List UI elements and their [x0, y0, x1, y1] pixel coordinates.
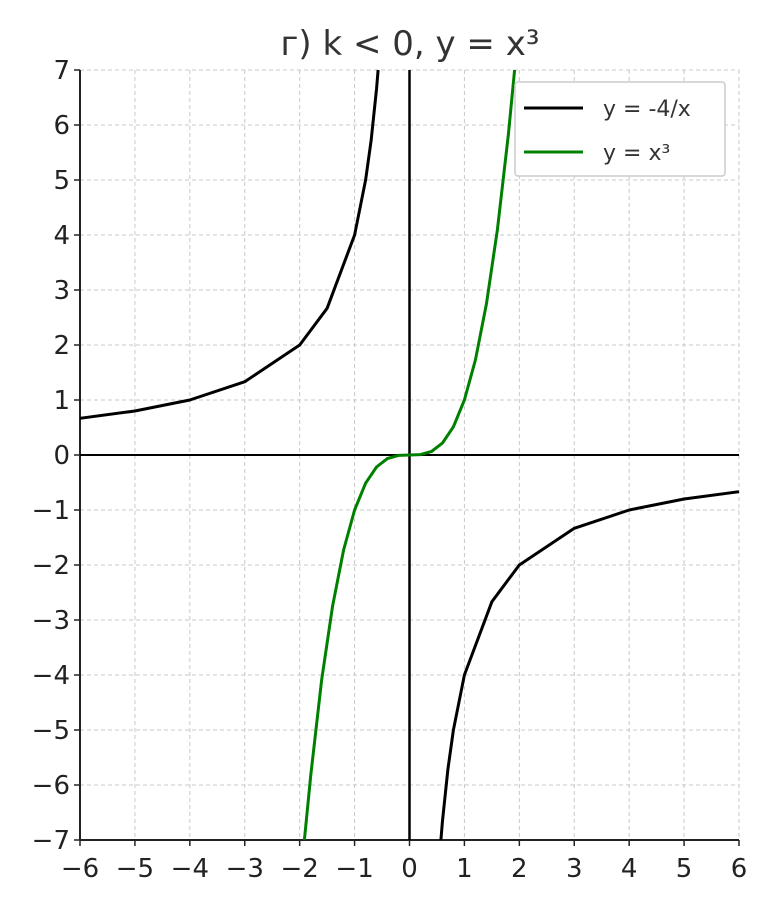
- x-tick-label: −2: [281, 854, 319, 884]
- x-tick-label: 0: [401, 854, 418, 884]
- y-tick-label: −2: [32, 551, 70, 581]
- y-tick-label: −5: [32, 716, 70, 746]
- x-tick-label: 1: [456, 854, 473, 884]
- y-tick-label: 2: [53, 331, 70, 361]
- series-1-segment-0: [302, 69, 517, 841]
- x-tick-label: −6: [61, 854, 99, 884]
- y-tick-label: 5: [53, 166, 70, 196]
- series-0-segment-0: [79, 69, 380, 420]
- x-tick-label: −5: [116, 854, 154, 884]
- x-tick-label: 4: [621, 854, 638, 884]
- chart-title: г) k < 0, y = x³: [281, 24, 540, 64]
- y-tick-label: −4: [32, 661, 70, 691]
- y-tick-label: 7: [53, 56, 70, 86]
- x-tick-label: 2: [511, 854, 528, 884]
- series-0-segment-1: [439, 490, 740, 841]
- y-tick-label: 0: [53, 441, 70, 471]
- x-tick-label: −1: [335, 854, 373, 884]
- y-tick-label: 6: [53, 111, 70, 141]
- y-tick-label: −6: [32, 771, 70, 801]
- y-tick-label: 4: [53, 221, 70, 251]
- series-layer: [79, 69, 740, 841]
- legend: y = -4/x y = x³: [514, 81, 726, 177]
- y-ticks: −7 −6 −5 −4 −3 −2 −1 0 1 2 3 4 5 6 7: [32, 56, 80, 856]
- x-tick-label: −4: [171, 854, 209, 884]
- x-tick-label: 3: [566, 854, 583, 884]
- x-tick-label: 5: [676, 854, 693, 884]
- y-tick-label: −1: [32, 496, 70, 526]
- y-tick-label: 1: [53, 386, 70, 416]
- legend-label-inverse: y = -4/x: [603, 97, 691, 122]
- y-tick-label: −7: [32, 826, 70, 856]
- y-tick-label: −3: [32, 606, 70, 636]
- x-ticks: −6 −5 −4 −3 −2 −1 0 1 2 3 4 5 6: [61, 840, 747, 884]
- legend-label-cubic: y = x³: [603, 141, 670, 166]
- x-tick-label: −3: [226, 854, 264, 884]
- y-tick-label: 3: [53, 276, 70, 306]
- x-tick-label: 6: [731, 854, 748, 884]
